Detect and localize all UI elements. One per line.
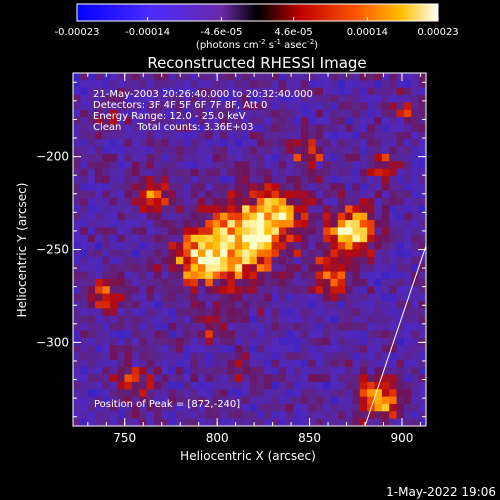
time-range-text: 21-May-2003 20:26:40.000 to 20:32:40.000 <box>93 89 313 100</box>
energy-range-text: Energy Range: 12.0 - 25.0 keV <box>93 111 246 122</box>
limb-line <box>364 245 427 427</box>
colorbar-tick-label: 0.00014 <box>347 27 388 38</box>
x-tick-label: 750 <box>113 431 136 445</box>
footer-date: 1-May-2022 19:06 <box>386 485 496 499</box>
colorbar <box>76 3 439 22</box>
colorbar-tick-label: 4.6e-05 <box>274 27 312 38</box>
y-tick-label: −300 <box>36 335 69 349</box>
peak-position-text: Position of Peak = [872,-240] <box>94 399 240 410</box>
heatmap-image <box>73 73 427 427</box>
y-axis-label: Heliocentric Y (arcsec) <box>15 183 29 318</box>
detectors-text: Detectors: 3F 4F 5F 6F 7F 8F, Att 0 <box>93 100 267 111</box>
colorbar-tick-label: -4.6e-05 <box>200 27 242 38</box>
chart-title: Reconstructed RHESSI Image <box>147 54 366 72</box>
x-axis-label: Heliocentric X (arcsec) <box>180 449 316 463</box>
colorbar-ticks: -0.00023 -0.00014 -4.6e-05 4.6e-05 0.00014 0.… <box>55 17 459 38</box>
colorbar-label: (photons cm-2 s-1 asec-2) <box>196 38 318 51</box>
colorbar-tick-label: -0.00014 <box>125 27 170 38</box>
x-tick-label: 900 <box>391 431 414 445</box>
axes-ticks: 750 800 850 900 −200 −250 −300 <box>36 73 426 445</box>
x-tick-label: 850 <box>298 431 321 445</box>
colorbar-tick-label: -0.00023 <box>55 27 100 38</box>
y-tick-label: −250 <box>36 243 69 257</box>
colorbar-tick-label: 0.00023 <box>417 27 458 38</box>
clean-counts-text: Clean Total counts: 3.36E+03 <box>93 122 253 133</box>
x-tick-label: 800 <box>206 431 229 445</box>
y-tick-label: −200 <box>36 150 69 164</box>
